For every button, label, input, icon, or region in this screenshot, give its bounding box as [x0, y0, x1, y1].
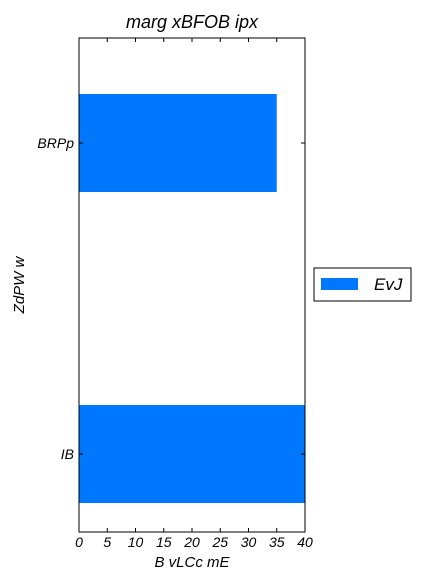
y-axis-label: ZdPW w	[11, 256, 28, 315]
legend-label: EvJ	[374, 275, 403, 294]
x-tick-label: 0	[75, 534, 83, 550]
x-tick-label: 5	[103, 534, 111, 550]
bar-brpp	[79, 94, 277, 192]
x-tick-label: 40	[297, 534, 313, 550]
legend: EvJ	[313, 267, 412, 302]
legend-swatch	[321, 278, 358, 290]
x-tick-label: 25	[211, 534, 228, 550]
chart-title: marg xBFOB ipx	[126, 12, 259, 32]
bar-ib	[79, 405, 305, 503]
x-tick-label: 15	[156, 534, 172, 550]
x-tick-label: 35	[269, 534, 285, 550]
y-axis: BRPp IB	[37, 135, 305, 462]
x-tick-label: 20	[183, 534, 200, 550]
x-axis-label: B vLCc mE	[154, 554, 230, 571]
x-axis: 0 5 10 15 20 25 30 35 40	[75, 38, 313, 550]
x-tick-label: 30	[241, 534, 257, 550]
x-tick-label: 10	[128, 534, 144, 550]
y-tick-label: BRPp	[37, 135, 74, 151]
y-tick-label: IB	[61, 446, 74, 462]
plot-area	[79, 94, 305, 503]
